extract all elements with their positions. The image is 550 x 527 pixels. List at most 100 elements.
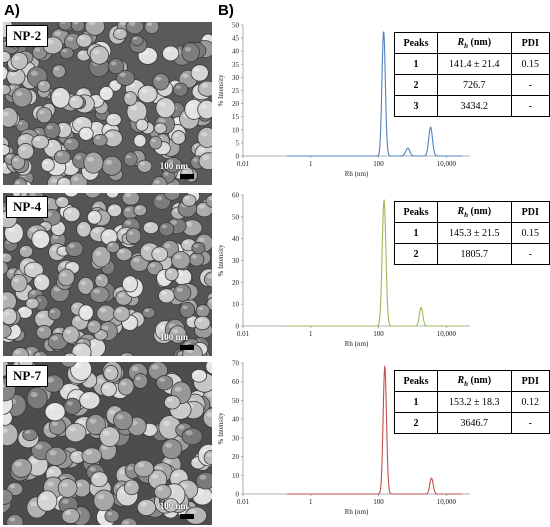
y-tick-label: 40 — [232, 48, 240, 56]
particle-highlight — [36, 277, 43, 282]
particle-highlight — [95, 135, 101, 140]
particle-highlight — [8, 269, 15, 274]
nanoparticle — [179, 302, 196, 319]
particle-highlight — [110, 61, 117, 66]
nanoparticle — [51, 64, 66, 79]
particle-highlight — [184, 196, 190, 200]
nanoparticle — [117, 377, 135, 396]
nanoparticle — [133, 204, 148, 217]
particle-highlight — [172, 329, 179, 334]
particle-highlight — [93, 49, 100, 55]
table-cell: - — [510, 412, 550, 434]
particle-highlight — [126, 94, 131, 98]
y-tick-label: 50 — [232, 22, 240, 30]
particle-highlight — [49, 450, 57, 456]
nanoparticle — [31, 229, 51, 249]
table-cell: 3 — [394, 95, 438, 117]
peaks-table-np2: Peaks Rh (nm) PDI 1 141.4 ± 21.4 0.15 2 726.7-3… — [394, 32, 550, 117]
nanoparticle — [53, 149, 71, 165]
table-cell: 1 — [394, 222, 438, 244]
particle-highlight — [15, 91, 23, 97]
nanoparticle — [65, 240, 84, 257]
nanoparticle — [125, 227, 142, 245]
y-tick-label: 30 — [232, 257, 240, 265]
particle-highlight — [30, 290, 36, 295]
table-cell: 0.15 — [510, 222, 550, 244]
particle-highlight — [9, 71, 17, 76]
particle-highlight — [135, 376, 141, 381]
particle-highlight — [154, 180, 160, 184]
table-header-cell: PDI — [510, 370, 550, 392]
nanoparticle — [205, 362, 212, 375]
particle-highlight — [34, 48, 41, 52]
particle-highlight — [9, 517, 16, 522]
particle-highlight — [194, 371, 200, 375]
particle-highlight — [185, 221, 193, 227]
nanoparticle — [181, 194, 197, 207]
particle-highlight — [177, 271, 184, 276]
nanoparticle — [115, 247, 133, 262]
particle-highlight — [170, 81, 176, 85]
sem-texture — [3, 22, 212, 185]
particle-highlight — [100, 307, 107, 313]
y-tick-label: 20 — [232, 279, 240, 287]
particle-highlight — [159, 273, 165, 278]
particle-highlight — [194, 67, 201, 73]
x-tick-label: 1 — [309, 160, 313, 168]
particle-highlight — [6, 155, 12, 159]
nanoparticle — [203, 271, 212, 288]
particle-highlight — [193, 458, 199, 463]
particle-highlight — [161, 290, 167, 295]
nanoparticle — [197, 99, 212, 120]
particle-highlight — [3, 383, 6, 389]
particle-highlight — [155, 76, 162, 81]
particle-highlight — [48, 469, 55, 474]
y-tick-label: 10 — [232, 301, 240, 309]
particle-highlight — [7, 227, 15, 233]
table-cell: 1 — [394, 391, 438, 413]
nanoparticle — [154, 484, 172, 500]
table-header-cell: Rh (nm) — [436, 370, 512, 392]
particle-highlight — [3, 163, 7, 168]
nanoparticle — [112, 27, 128, 40]
nanoparticle — [162, 45, 180, 62]
nanoparticle — [55, 196, 70, 209]
particle-highlight — [3, 428, 8, 434]
particle-highlight — [135, 137, 141, 141]
nanoparticle — [47, 306, 62, 321]
particle-highlight — [78, 90, 84, 95]
particle-highlight — [151, 474, 159, 479]
nanoparticle — [86, 319, 102, 334]
particle-highlight — [206, 412, 212, 417]
particle-highlight — [128, 231, 134, 236]
particle-highlight — [72, 452, 78, 457]
particle-highlight — [61, 482, 69, 488]
x-axis-title: Rh (nm) — [345, 170, 369, 178]
particle-highlight — [46, 481, 54, 487]
nanoparticle — [96, 304, 116, 323]
sem-image-np4: NP-4 100 nm — [3, 193, 212, 356]
sem-image-np7: NP-7 100 nm — [3, 362, 212, 525]
nanoparticle — [93, 489, 115, 512]
particle-highlight — [164, 243, 171, 248]
nanoparticle — [153, 122, 167, 134]
particle-highlight — [184, 47, 192, 52]
particle-highlight — [67, 401, 73, 406]
table-header-cell: PDI — [510, 201, 550, 223]
particle-highlight — [193, 158, 198, 162]
sem-sample-label: NP-2 — [6, 25, 49, 47]
particle-highlight — [108, 243, 114, 247]
particle-highlight — [107, 511, 113, 516]
nanoparticle — [194, 315, 211, 331]
particle-highlight — [30, 70, 38, 76]
particle-highlight — [167, 270, 173, 274]
nanoparticle — [68, 94, 84, 110]
nanoparticle — [36, 106, 53, 124]
particle-highlight — [174, 254, 182, 260]
particle-highlight — [67, 36, 74, 41]
nanoparticle — [3, 83, 11, 96]
nanoparticle — [62, 206, 81, 223]
nanoparticle — [79, 391, 101, 410]
nanoparticle — [202, 407, 212, 429]
scale-bar-label: 100 nm — [159, 161, 188, 171]
